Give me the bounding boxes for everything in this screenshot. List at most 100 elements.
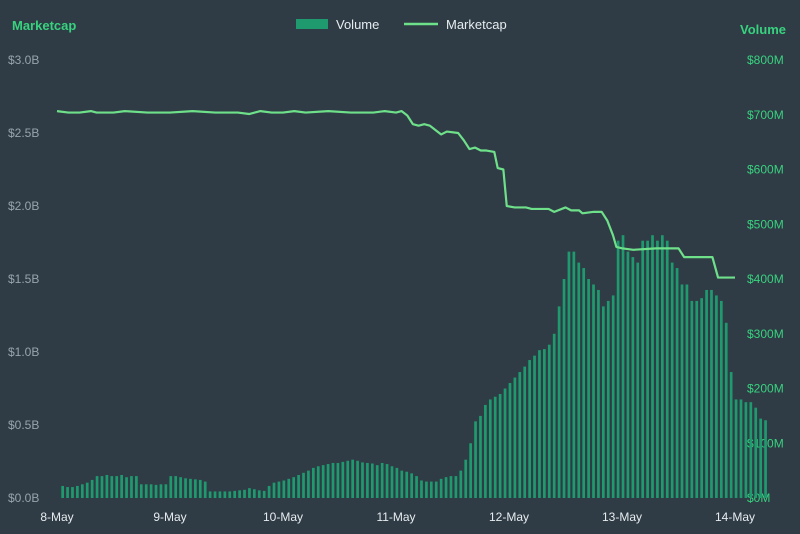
right-tick-label: $800M — [747, 53, 784, 67]
volume-bar — [665, 240, 669, 498]
volume-bar — [557, 306, 561, 499]
volume-bar — [341, 461, 345, 498]
volume-bar — [670, 262, 674, 498]
volume-bar — [311, 467, 315, 498]
right-tick-label: $700M — [747, 108, 784, 122]
volume-bar — [444, 477, 448, 498]
volume-bar — [729, 372, 733, 498]
volume-bar — [656, 240, 659, 498]
volume-bar — [80, 484, 84, 498]
volume-bar — [336, 462, 340, 498]
volume-bar — [302, 472, 305, 498]
volume-bar — [174, 476, 178, 498]
x-axis-ticks: 8-May 9-May 10-May 11-May 12-May 13-May 14-May — [40, 510, 755, 524]
right-tick-label: $300M — [747, 327, 784, 341]
right-tick-label: $400M — [747, 272, 784, 286]
volume-bar — [675, 268, 679, 498]
volume-bar — [351, 459, 355, 498]
volume-bar — [449, 476, 453, 498]
volume-bar — [380, 462, 384, 498]
volume-bar — [331, 462, 335, 498]
legend-marketcap-label[interactable]: Marketcap — [446, 17, 507, 32]
volume-bar — [646, 240, 649, 498]
volume-bar — [439, 478, 443, 498]
left-tick-label: $3.0B — [8, 53, 39, 67]
volume-bar — [680, 284, 684, 498]
volume-bar — [464, 459, 468, 498]
volume-bar — [400, 470, 404, 499]
volume-bar — [616, 240, 620, 498]
left-tick-label: $1.5B — [8, 272, 39, 286]
volume-bar — [724, 322, 728, 498]
volume-bar — [493, 396, 497, 498]
volume-bar — [218, 491, 222, 498]
volume-bar — [552, 333, 556, 498]
volume-bar — [149, 484, 153, 498]
volume-bar — [420, 480, 423, 498]
volume-bar — [488, 399, 492, 498]
volume-bar — [184, 478, 187, 498]
volume-bar — [267, 485, 271, 498]
volume-bar — [621, 235, 625, 498]
volume-bar — [484, 404, 487, 498]
volume-bar — [538, 350, 541, 498]
volume-bar — [277, 481, 281, 498]
volume-bar — [223, 491, 227, 498]
volume-bar — [307, 470, 310, 499]
volume-bar — [144, 484, 148, 498]
right-tick-label: $200M — [747, 382, 784, 396]
volume-bar — [685, 284, 689, 498]
volume-bar — [528, 360, 531, 498]
volume-bar — [410, 473, 413, 498]
volume-bar — [85, 482, 89, 498]
right-tick-label: $500M — [747, 217, 784, 231]
volume-bar — [179, 477, 182, 498]
volume-bar — [105, 475, 109, 498]
volume-bar — [213, 491, 217, 498]
volume-bar — [164, 484, 168, 498]
volume-bar — [592, 284, 595, 498]
volume-bar — [547, 344, 551, 498]
volume-bar — [90, 479, 94, 498]
volume-bar — [71, 487, 74, 498]
legend: Volume Marketcap — [296, 17, 507, 32]
volume-bar — [562, 279, 566, 498]
x-tick-label: 8-May — [40, 510, 73, 524]
volume-bar — [577, 262, 581, 498]
volume-bar — [361, 462, 364, 498]
volume-bar — [159, 484, 163, 498]
volume-bar — [700, 298, 704, 498]
volume-bar — [434, 481, 438, 498]
volume-bar — [272, 482, 276, 498]
volume-bars — [61, 235, 767, 499]
volume-bar — [395, 467, 399, 498]
volume-bar — [626, 251, 630, 499]
left-tick-label: $2.5B — [8, 126, 39, 140]
volume-bar — [257, 490, 261, 498]
volume-bar — [61, 485, 64, 498]
legend-volume-label[interactable]: Volume — [336, 17, 379, 32]
left-axis-ticks: $0.0B $0.5B $1.0B $1.5B $2.0B $2.5B $3.0B — [8, 53, 39, 505]
volume-bar — [66, 487, 69, 498]
volume-bar — [292, 477, 296, 498]
volume-bar — [120, 475, 123, 498]
volume-bar — [321, 465, 325, 498]
volume-bar — [154, 484, 158, 498]
volume-bar — [764, 420, 767, 498]
left-tick-label: $0.0B — [8, 491, 39, 505]
volume-bar — [110, 476, 114, 498]
volume-bar — [543, 349, 546, 498]
volume-bar — [636, 262, 640, 498]
volume-bar — [316, 466, 320, 498]
volume-bar — [233, 490, 237, 498]
left-axis-title: Marketcap — [12, 18, 76, 33]
volume-bar — [203, 481, 207, 498]
volume-bar — [572, 251, 576, 499]
volume-bar — [385, 464, 389, 498]
volume-bar — [130, 476, 133, 498]
legend-volume-swatch[interactable] — [296, 19, 328, 29]
volume-bar — [189, 478, 192, 498]
left-tick-label: $0.5B — [8, 418, 39, 432]
volume-bar — [660, 235, 664, 498]
